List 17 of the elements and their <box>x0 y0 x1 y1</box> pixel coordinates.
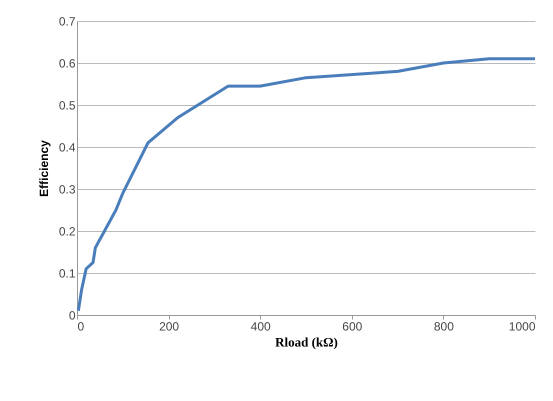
line-series <box>76 57 536 312</box>
y-tick-label: 0.3 <box>58 182 76 196</box>
x-tick-label: 0 <box>78 320 84 334</box>
x-tick-label: 800 <box>434 320 454 334</box>
x-axis-title: Rload (kΩ) <box>275 334 338 350</box>
y-tick-label: 0 <box>68 308 76 322</box>
x-tick-label: 400 <box>250 320 272 334</box>
x-tick-label: 200 <box>159 320 180 334</box>
x-tick-label: 600 <box>342 320 363 334</box>
y-tick-label: 0.1 <box>58 266 76 280</box>
y-tick-label: 0.2 <box>58 224 76 238</box>
y-tick-label: 0.5 <box>58 98 76 112</box>
y-axis-title: Efficiency <box>36 140 51 197</box>
x-tick-label: 1000 <box>508 320 536 334</box>
y-tick-label: 0.7 <box>58 14 76 28</box>
y-tick-label: 0.4 <box>58 140 76 154</box>
y-tick-label: 0.6 <box>58 56 76 70</box>
